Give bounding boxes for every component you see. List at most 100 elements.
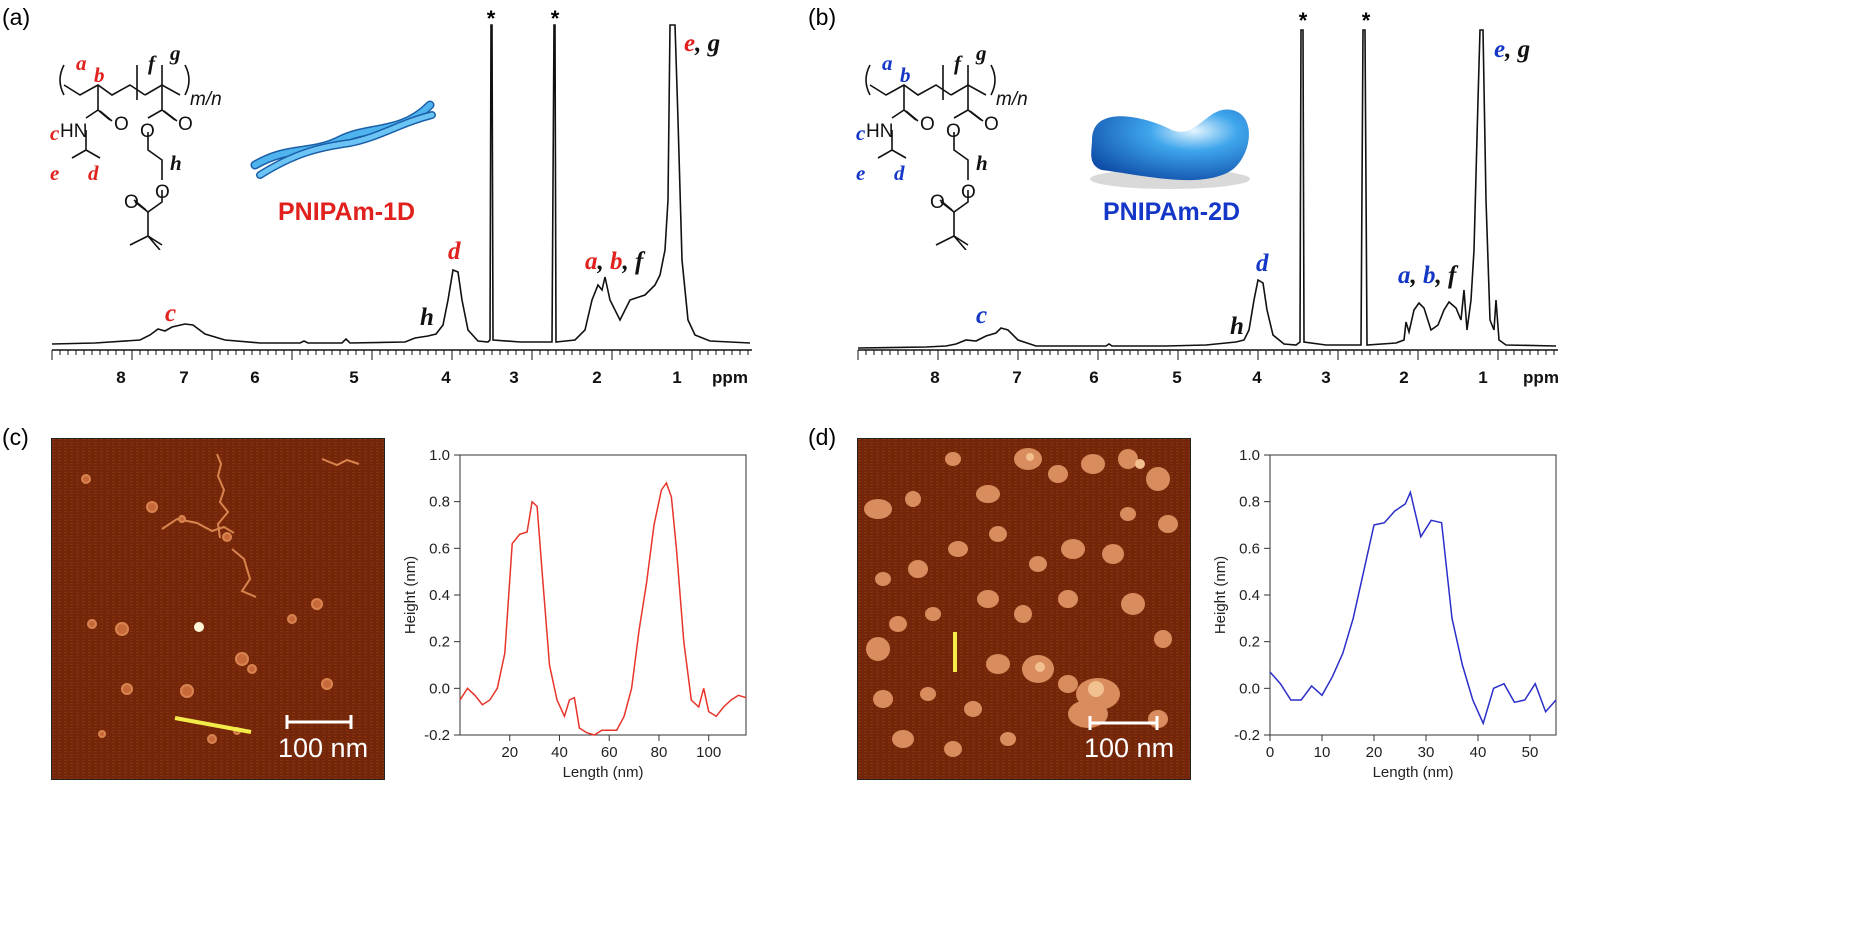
nmr-trace-b bbox=[857, 29, 1557, 349]
struct-o1-a: O bbox=[114, 114, 129, 135]
comma-3-b: , bbox=[1505, 36, 1512, 63]
solvent-star-1-b: * bbox=[1299, 8, 1308, 33]
y-tick-label-d: 0.4 bbox=[1239, 587, 1260, 604]
chemical-structure-a: HN O O O O O m/n a b c d e f g h bbox=[50, 41, 222, 250]
peak-label-b-b: b bbox=[1423, 262, 1436, 289]
solvent-star-2-a: * bbox=[551, 6, 560, 31]
nmr-trace-a bbox=[51, 24, 751, 345]
x-tick-label-d: 40 bbox=[1470, 744, 1487, 761]
x-tick-label-d: 50 bbox=[1522, 744, 1539, 761]
comma-2-a: , bbox=[622, 248, 629, 275]
peak-label-c-b: c bbox=[976, 302, 988, 329]
struct-peak-c-a: c bbox=[50, 121, 60, 145]
struct-peak-g-b: g bbox=[975, 41, 987, 65]
peak-label-a-b: a bbox=[1398, 262, 1411, 289]
panel-label-b: (b) bbox=[808, 4, 837, 30]
nmr-ticks-b bbox=[857, 350, 1555, 360]
peak-label-g-b: g bbox=[1517, 36, 1531, 63]
plot-frame-d bbox=[1269, 454, 1557, 736]
x-tick-label-d: 30 bbox=[1418, 744, 1435, 761]
solvent-star-1-a: * bbox=[487, 6, 496, 31]
struct-o3-b: O bbox=[984, 114, 999, 135]
struct-peak-h-b: h bbox=[976, 151, 988, 175]
height-profile-line-d bbox=[1269, 489, 1557, 726]
struct-o3-a: O bbox=[178, 114, 193, 135]
struct-o4-b: O bbox=[961, 182, 976, 203]
y-tick-label-c: 0.0 bbox=[429, 680, 450, 697]
peak-label-b-a: b bbox=[610, 248, 623, 275]
struct-peak-f-a: f bbox=[148, 51, 157, 75]
struct-peak-e-a: e bbox=[50, 161, 59, 185]
peak-group-abf-a: a, b, f bbox=[585, 248, 643, 276]
struct-peak-a-a: a bbox=[76, 51, 87, 75]
peak-label-e-a: e bbox=[684, 30, 696, 57]
struct-subscript-a: m/n bbox=[190, 89, 222, 110]
peak-label-f-a: f bbox=[635, 248, 644, 275]
y-tick-label-d: -0.2 bbox=[1234, 727, 1260, 744]
comma-1-a: , bbox=[597, 248, 604, 275]
x-tick-label-c: 40 bbox=[551, 744, 568, 761]
y-tick-label-c: -0.2 bbox=[424, 727, 450, 744]
peak-group-eg-b: e, g bbox=[1494, 36, 1530, 64]
solvent-star-2-b: * bbox=[1362, 8, 1371, 33]
y-tick-label-c: 0.8 bbox=[429, 494, 450, 511]
struct-o5-b: O bbox=[930, 192, 945, 213]
peak-group-eg-a: e, g bbox=[684, 30, 720, 58]
nmr-spectrum-b: 8 7 6 5 4 3 2 1 ppm * * bbox=[857, 8, 1559, 387]
struct-peak-h-a: h bbox=[170, 151, 182, 175]
peak-label-h-a: h bbox=[420, 304, 434, 331]
x-axis-label-c: Length (nm) bbox=[563, 764, 644, 781]
scale-bar-label-c: 100 nm bbox=[278, 733, 369, 763]
peak-label-a-a: a bbox=[585, 248, 598, 275]
y-tick-label-d: 0.8 bbox=[1239, 494, 1260, 511]
afm-features-c bbox=[52, 439, 384, 779]
x-tick-label-c: 100 bbox=[696, 744, 721, 761]
struct-o5-a: O bbox=[124, 192, 139, 213]
y-tick-label-d: 0.0 bbox=[1239, 680, 1260, 697]
peak-label-d-a: d bbox=[448, 238, 461, 265]
polymer-2d-illustration bbox=[1090, 109, 1250, 189]
panel-label-c: (c) bbox=[2, 424, 29, 450]
nmr-tick-2: 2 bbox=[1399, 368, 1408, 387]
y-tick-label-d: 1.0 bbox=[1239, 447, 1260, 464]
struct-hn-b: HN bbox=[866, 121, 893, 142]
struct-peak-g-a: g bbox=[169, 41, 181, 65]
y-tick-label-c: 0.4 bbox=[429, 587, 450, 604]
struct-peak-b-a: b bbox=[94, 63, 105, 87]
nmr-tick-8: 8 bbox=[930, 368, 939, 387]
x-tick-label-d: 10 bbox=[1314, 744, 1331, 761]
y-axis-label-c: Height (nm) bbox=[402, 556, 419, 634]
nmr-tick-3: 3 bbox=[1321, 368, 1330, 387]
polymer-name-2d: PNIPAm-2D bbox=[1103, 198, 1241, 226]
afm-image-c: 100 nm bbox=[51, 438, 385, 780]
nmr-tick-6: 6 bbox=[1089, 368, 1098, 387]
scale-bar-label-d: 100 nm bbox=[1084, 733, 1175, 763]
struct-hn-a: HN bbox=[60, 121, 87, 142]
nmr-tick-7: 7 bbox=[1012, 368, 1021, 387]
y-tick-label-c: 0.6 bbox=[429, 540, 450, 557]
peak-label-h-b: h bbox=[1230, 313, 1244, 340]
nmr-tick-1: 1 bbox=[672, 368, 681, 387]
nmr-unit-a: ppm bbox=[712, 368, 748, 387]
y-tick-label-d: 0.6 bbox=[1239, 540, 1260, 557]
y-tick-label-d: 0.2 bbox=[1239, 634, 1260, 651]
struct-peak-f-b: f bbox=[954, 51, 963, 75]
nmr-tick-5: 5 bbox=[1172, 368, 1181, 387]
nmr-tick-5: 5 bbox=[349, 368, 358, 387]
struct-o4-a: O bbox=[155, 182, 170, 203]
y-tick-label-c: 1.0 bbox=[429, 447, 450, 464]
struct-peak-e-b: e bbox=[856, 161, 865, 185]
struct-o1-b: O bbox=[920, 114, 935, 135]
y-axis-label-d: Height (nm) bbox=[1212, 556, 1229, 634]
struct-peak-d-a: d bbox=[88, 161, 99, 185]
nmr-unit-b: ppm bbox=[1523, 368, 1559, 387]
nmr-tick-6: 6 bbox=[250, 368, 259, 387]
peak-label-f-b: f bbox=[1448, 262, 1457, 289]
height-profile-chart-c: -0.2 0.0 0.2 0.4 0.6 0.8 1.0 20 40 60 80 100 Length … bbox=[402, 447, 747, 781]
nmr-tick-7: 7 bbox=[179, 368, 188, 387]
struct-o2-a: O bbox=[140, 121, 155, 142]
nmr-ticks-a bbox=[51, 350, 749, 360]
polymer-name-1d: PNIPAm-1D bbox=[278, 198, 416, 226]
x-tick-label-d: 20 bbox=[1366, 744, 1383, 761]
struct-peak-b-b: b bbox=[900, 63, 911, 87]
